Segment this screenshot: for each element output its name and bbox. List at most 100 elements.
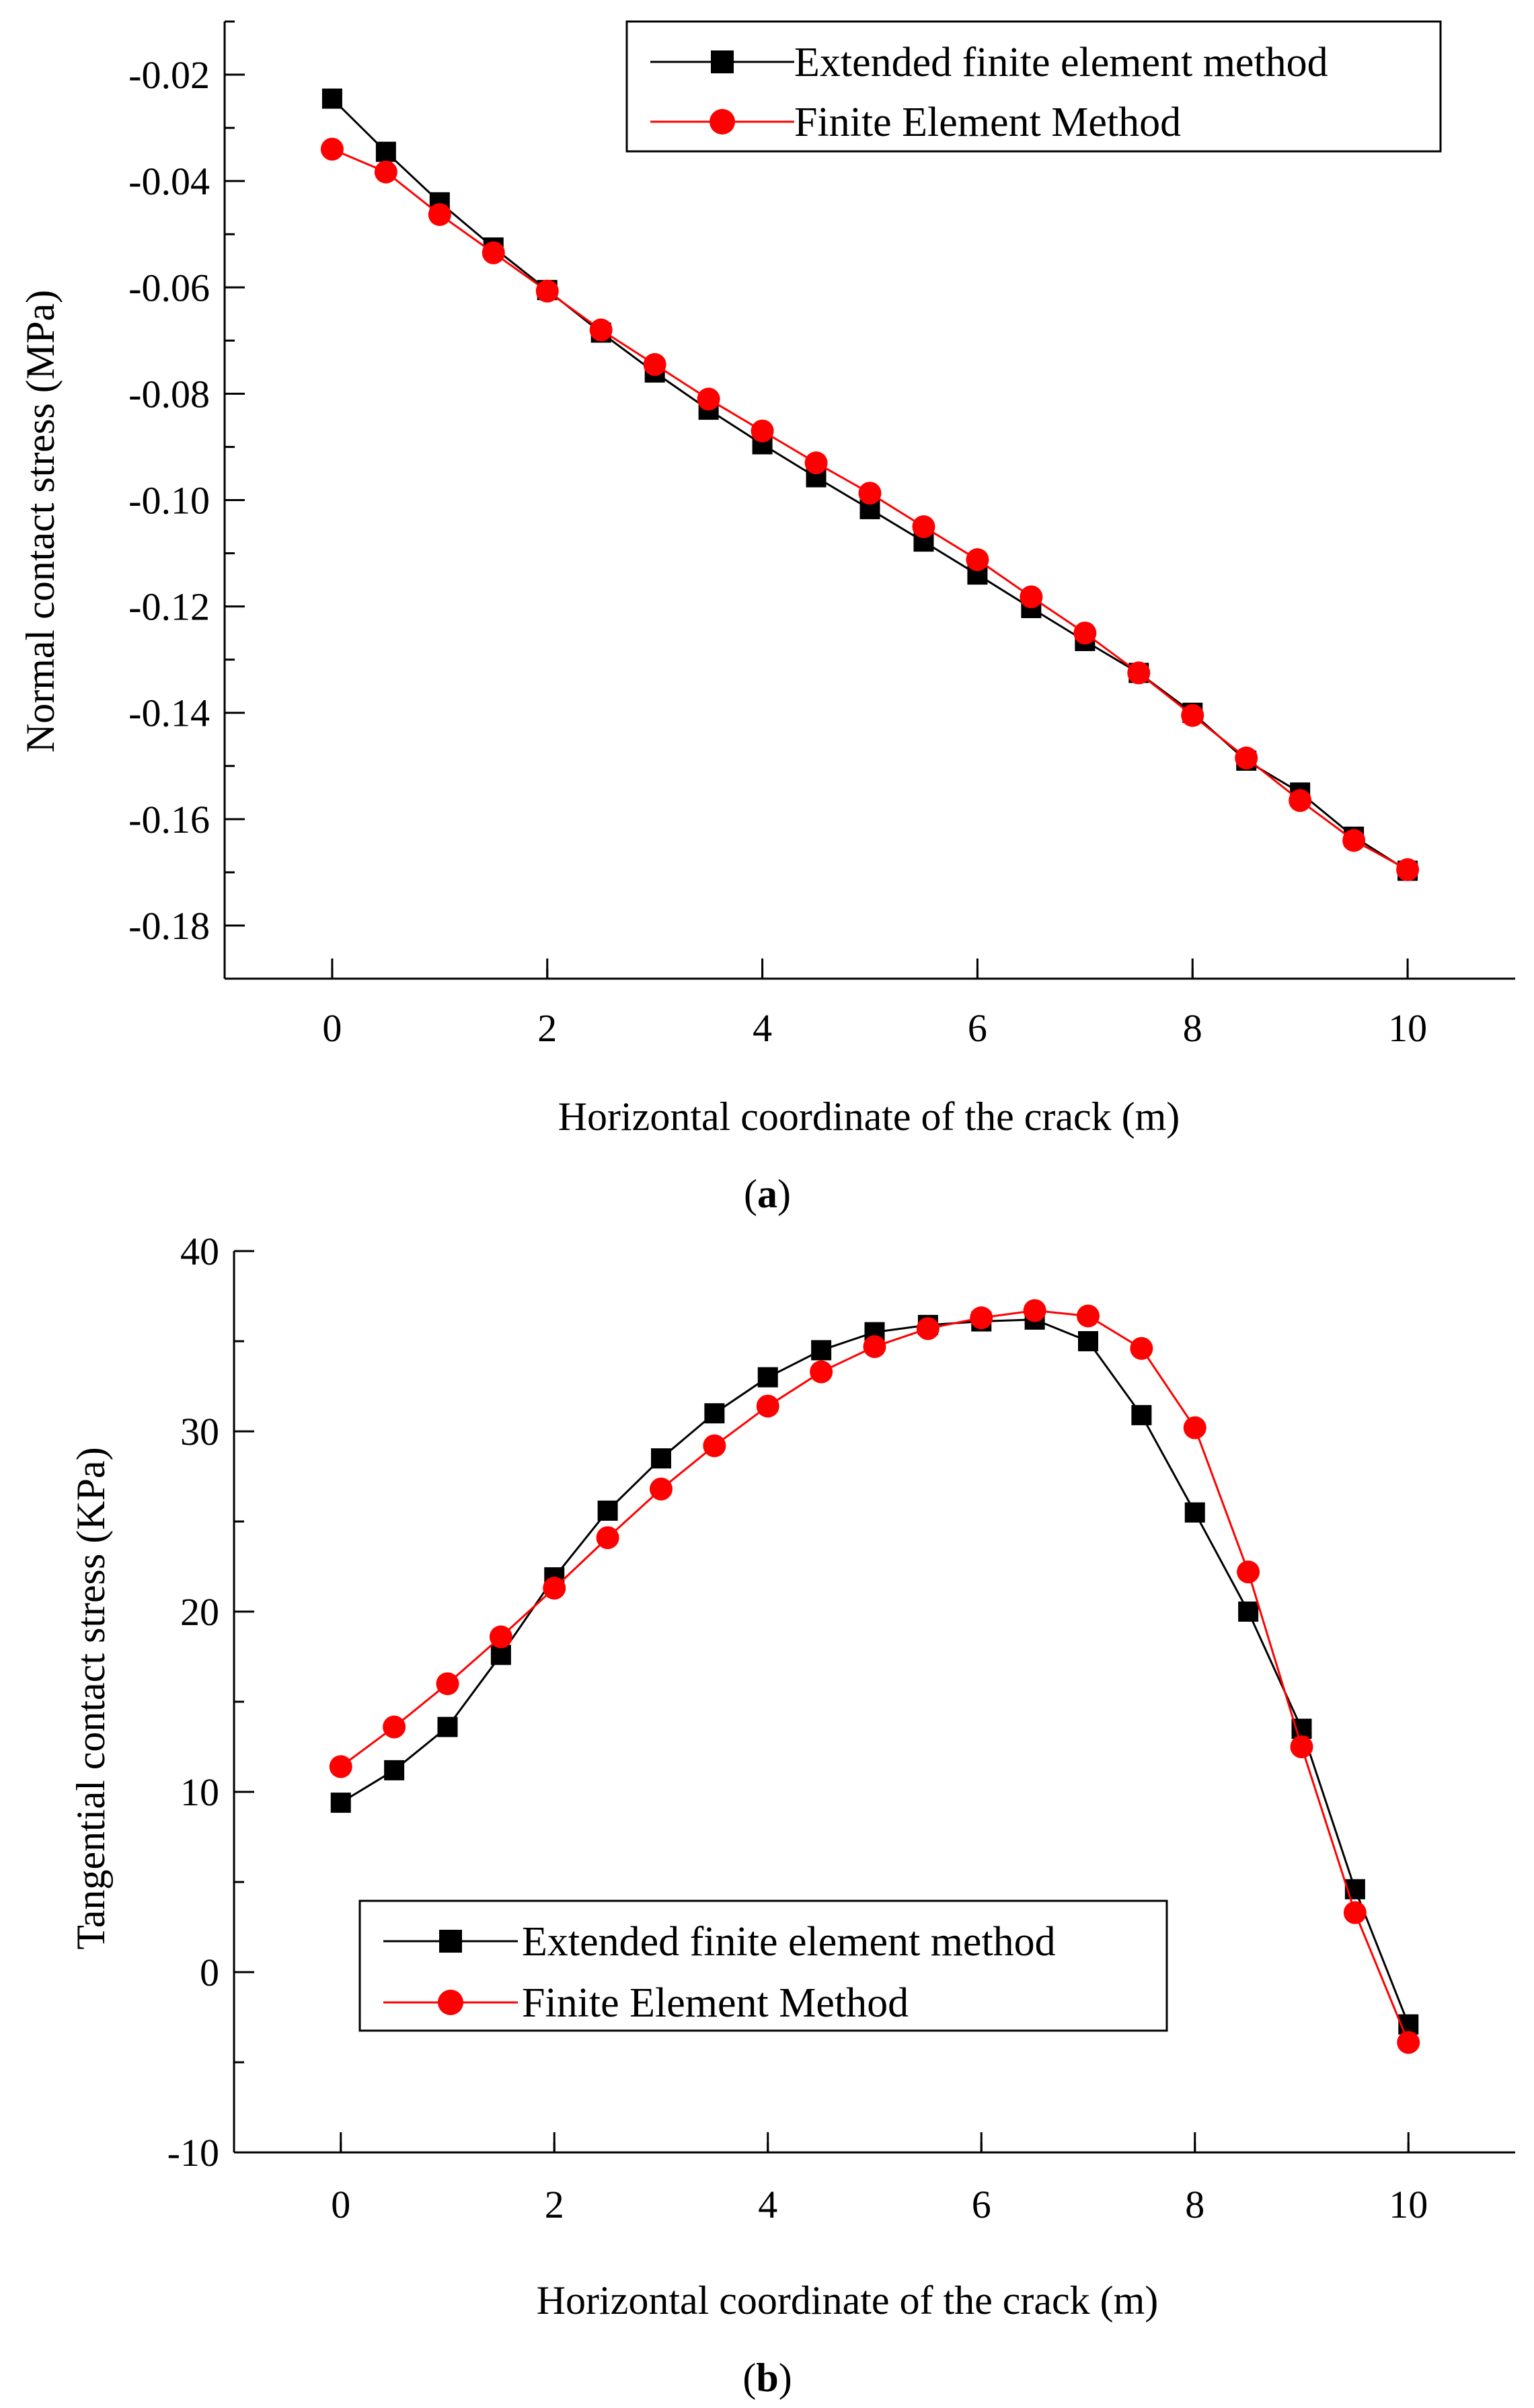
chart-a-point-fem <box>1289 789 1312 813</box>
chart-a-x-tick-label: 6 <box>968 1006 987 1050</box>
chart-a-point-fem <box>1342 829 1366 852</box>
chart-b-point-fem <box>810 1360 833 1384</box>
chart-a-point-fem <box>912 515 935 539</box>
chart-a-point-fem <box>1181 704 1204 727</box>
chart-a-legend-marker-xfem <box>711 50 734 73</box>
chart-b-point-xfem <box>1131 1404 1152 1425</box>
chart-b-x-tick-label: 6 <box>972 2183 991 2226</box>
chart-b-point-fem <box>543 1577 566 1600</box>
chart-a: 0 2 4 6 8 10 -0.02 -0.04 -0.06 -0.08 -0.10 -0.12 -0.… <box>18 20 1515 1216</box>
chart-a-legend-marker-fem <box>710 109 735 135</box>
chart-a-plot-area <box>320 88 1420 881</box>
chart-a-x-axis-title: Horizontal coordinate of the crack (m) <box>558 1094 1180 1139</box>
chart-b-point-xfem <box>1184 1502 1205 1523</box>
chart-a-point-fem <box>751 419 774 443</box>
chart-a-point-fem <box>589 318 613 342</box>
chart-b-point-fem <box>1183 1416 1206 1439</box>
chart-b-x-tick-label: 10 <box>1389 2183 1428 2226</box>
chart-b-point-fem <box>1130 1337 1153 1360</box>
chart-b-point-fem <box>970 1306 993 1330</box>
chart-b-x-tick-label: 8 <box>1185 2183 1204 2226</box>
chart-b-ticks: 0 2 4 6 8 10 40 30 20 10 0 -10 <box>167 1230 1428 2226</box>
chart-b-point-fem <box>1077 1304 1100 1328</box>
chart-a-y-tick-label: -0.06 <box>128 266 210 309</box>
chart-a-point-fem <box>482 241 505 264</box>
chart-a-y-tick-label: -0.12 <box>128 585 210 629</box>
chart-a-point-fem <box>858 482 882 505</box>
chart-b-point-fem <box>703 1434 726 1458</box>
chart-a-panel-label: (a) <box>744 1172 791 1216</box>
chart-b-point-xfem <box>384 1760 405 1780</box>
chart-a-point-fem <box>1020 585 1043 609</box>
chart-b-y-tick-label: 20 <box>180 1590 219 1634</box>
chart-b-x-tick-label: 4 <box>758 2183 777 2226</box>
chart-a-legend-label-xfem: Extended finite element method <box>794 40 1328 85</box>
chart-b-panel-label: (b) <box>742 2356 792 2400</box>
chart-b-y-tick-label: 0 <box>200 1951 219 1994</box>
chart-b: 0 2 4 6 8 10 40 30 20 10 0 -10 Extended finite elem… <box>69 1230 1515 2400</box>
chart-a-y-tick-label: -0.10 <box>128 479 210 523</box>
chart-a-x-tick-label: 0 <box>322 1006 342 1050</box>
chart-a-ticks: 0 2 4 6 8 10 -0.02 -0.04 -0.06 -0.08 -0.10 -0.12 -0.… <box>128 20 1427 1050</box>
chart-a-legend: Extended finite element method Finite El… <box>625 20 1442 153</box>
chart-b-x-axis-title: Horizontal coordinate of the crack (m) <box>537 2278 1159 2323</box>
chart-a-point-fem <box>535 279 559 303</box>
chart-b-legend-label-xfem: Extended finite element method <box>522 1919 1056 1965</box>
chart-b-legend-label-fem: Finite Element Method <box>522 1980 909 2026</box>
chart-b-point-fem <box>1290 1735 1313 1758</box>
chart-b-point-xfem <box>597 1500 618 1521</box>
chart-a-point-fem <box>320 137 344 161</box>
chart-b-point-fem <box>436 1672 459 1696</box>
chart-a-y-tick-label: -0.18 <box>128 904 210 948</box>
chart-a-point-fem <box>1235 746 1258 769</box>
chart-a-point-fem <box>428 202 451 226</box>
chart-b-y-tick-label: -10 <box>167 2131 219 2175</box>
chart-b-point-xfem <box>437 1717 458 1737</box>
chart-a-point-xfem <box>321 88 342 109</box>
chart-a-y-tick-label: -0.08 <box>128 372 210 416</box>
chart-b-y-tick-label: 40 <box>180 1230 219 1273</box>
chart-b-legend-marker-fem <box>438 1990 463 2015</box>
chart-b-point-fem <box>1237 1560 1260 1584</box>
chart-a-x-tick-label: 4 <box>753 1006 772 1050</box>
chart-a-x-tick-label: 8 <box>1183 1006 1202 1050</box>
chart-b-point-fem <box>596 1526 619 1550</box>
chart-a-point-xfem <box>375 141 396 162</box>
chart-b-point-xfem <box>651 1448 671 1469</box>
chart-b-x-tick-label: 2 <box>545 2183 564 2226</box>
chart-a-x-tick-label: 2 <box>537 1006 557 1050</box>
chart-a-point-fem <box>1073 622 1097 645</box>
chart-a-point-fem <box>804 451 828 475</box>
chart-b-legend-marker-xfem <box>439 1930 462 1953</box>
chart-b-plot-area <box>329 1299 1420 2054</box>
chart-b-point-xfem <box>1238 1602 1259 1622</box>
chart-a-y-axis-title: Normal contact stress (MPa) <box>18 290 63 753</box>
chart-b-point-xfem <box>330 1793 351 1813</box>
chart-a-point-fem <box>697 387 720 411</box>
chart-a-y-tick-label: -0.02 <box>128 53 210 97</box>
chart-b-point-fem <box>1397 2031 1420 2054</box>
chart-b-point-fem <box>489 1625 512 1649</box>
chart-a-point-fem <box>643 352 666 376</box>
chart-b-legend-frame <box>358 1899 1168 2032</box>
chart-b-legend: Extended finite element method Finite El… <box>358 1899 1168 2032</box>
chart-b-point-fem <box>329 1755 352 1778</box>
chart-a-legend-frame <box>625 20 1442 153</box>
chart-b-point-xfem <box>811 1340 832 1361</box>
chart-b-point-xfem <box>757 1367 778 1388</box>
chart-a-point-fem <box>966 548 989 572</box>
chart-b-x-tick-label: 0 <box>331 2183 350 2226</box>
chart-a-x-tick-label: 10 <box>1388 1006 1427 1050</box>
chart-a-point-fem <box>1396 858 1420 881</box>
chart-b-point-fem <box>863 1335 886 1359</box>
chart-b-point-fem <box>1343 1901 1367 1924</box>
chart-a-panel-letter: a <box>757 1172 777 1216</box>
chart-b-point-xfem <box>704 1403 725 1424</box>
chart-b-point-fem <box>650 1477 673 1501</box>
chart-b-point-fem <box>1023 1299 1046 1322</box>
chart-b-point-fem <box>756 1394 779 1418</box>
chart-b-y-tick-label: 10 <box>180 1770 219 1814</box>
chart-b-point-fem <box>916 1317 939 1341</box>
chart-b-y-axis-title: Tangential contact stress (KPa) <box>69 1447 113 1949</box>
